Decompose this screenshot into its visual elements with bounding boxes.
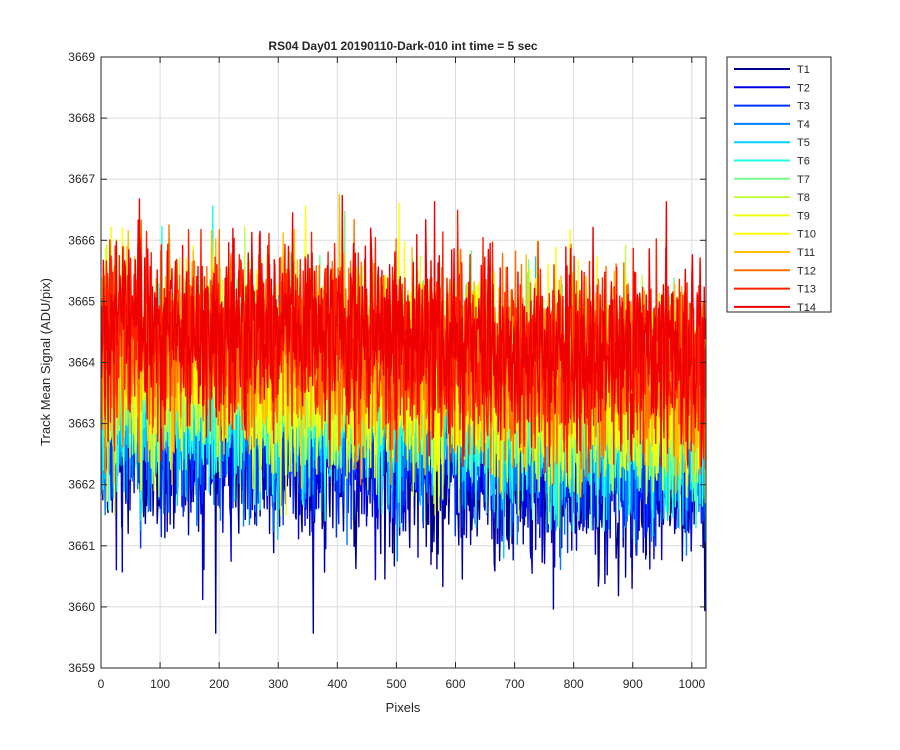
y-tick-label: 3662 [68, 478, 95, 492]
x-tick-label: 800 [564, 677, 584, 691]
x-tick-label: 600 [445, 677, 465, 691]
chart-title: RS04 Day01 20190110-Dark-010 int time = … [268, 39, 538, 53]
legend-label-t13: T13 [797, 284, 816, 296]
legend-label-t11: T11 [797, 247, 815, 259]
x-tick-label: 1000 [678, 677, 705, 691]
legend-label-t10: T10 [797, 229, 816, 241]
legend-label-t14: T14 [797, 302, 816, 314]
x-tick-label: 500 [386, 677, 406, 691]
y-tick-label: 3664 [68, 356, 95, 370]
series-line-t14 [101, 194, 706, 468]
legend-label-t3: T3 [797, 101, 810, 113]
y-tick-label: 3666 [68, 233, 95, 247]
legend-label-t12: T12 [797, 265, 816, 277]
y-tick-label: 3660 [68, 600, 95, 614]
legend-label-t4: T4 [797, 119, 810, 131]
y-tick-label: 3659 [68, 661, 95, 675]
y-tick-label: 3663 [68, 417, 95, 431]
y-axis-label: Track Mean Signal (ADU/pix) [38, 278, 53, 446]
legend: T1 T2 T3 T4 T5 T6 T7 T8 T9 T10 T11 T12 T13 T14 [726, 56, 832, 314]
y-tick-label: 3669 [68, 50, 95, 64]
y-tick-label: 3661 [68, 539, 95, 553]
legend-label-t6: T6 [797, 156, 810, 168]
y-tick-label: 3665 [68, 294, 95, 308]
legend-label-t1: T1 [797, 64, 810, 76]
tick-layer: 0 100 200 300 400 500 600 700 800 900 1000 3659 3660… [68, 50, 706, 691]
legend-label-t2: T2 [797, 82, 810, 94]
x-tick-label: 200 [209, 677, 229, 691]
legend-label-t7: T7 [797, 174, 810, 186]
legend-label-t8: T8 [797, 192, 810, 204]
x-axis-label: Pixels [386, 700, 421, 715]
y-tick-label: 3668 [68, 111, 95, 125]
x-tick-label: 0 [98, 677, 105, 691]
series-layer [101, 193, 706, 634]
x-tick-label: 700 [505, 677, 525, 691]
x-tick-label: 300 [268, 677, 288, 691]
legend-items: T1 T2 T3 T4 T5 T6 T7 T8 T9 T10 T11 T12 T13 T14 [734, 64, 816, 314]
x-tick-label: 900 [623, 677, 643, 691]
x-tick-label: 400 [327, 677, 347, 691]
legend-label-t9: T9 [797, 210, 810, 222]
x-tick-label: 100 [150, 677, 170, 691]
y-tick-label: 3667 [68, 172, 95, 186]
legend-label-t5: T5 [797, 137, 810, 149]
